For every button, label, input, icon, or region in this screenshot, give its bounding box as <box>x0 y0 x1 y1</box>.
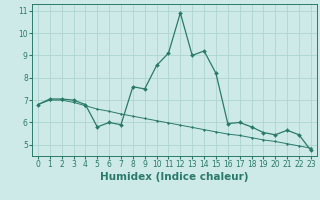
X-axis label: Humidex (Indice chaleur): Humidex (Indice chaleur) <box>100 172 249 182</box>
